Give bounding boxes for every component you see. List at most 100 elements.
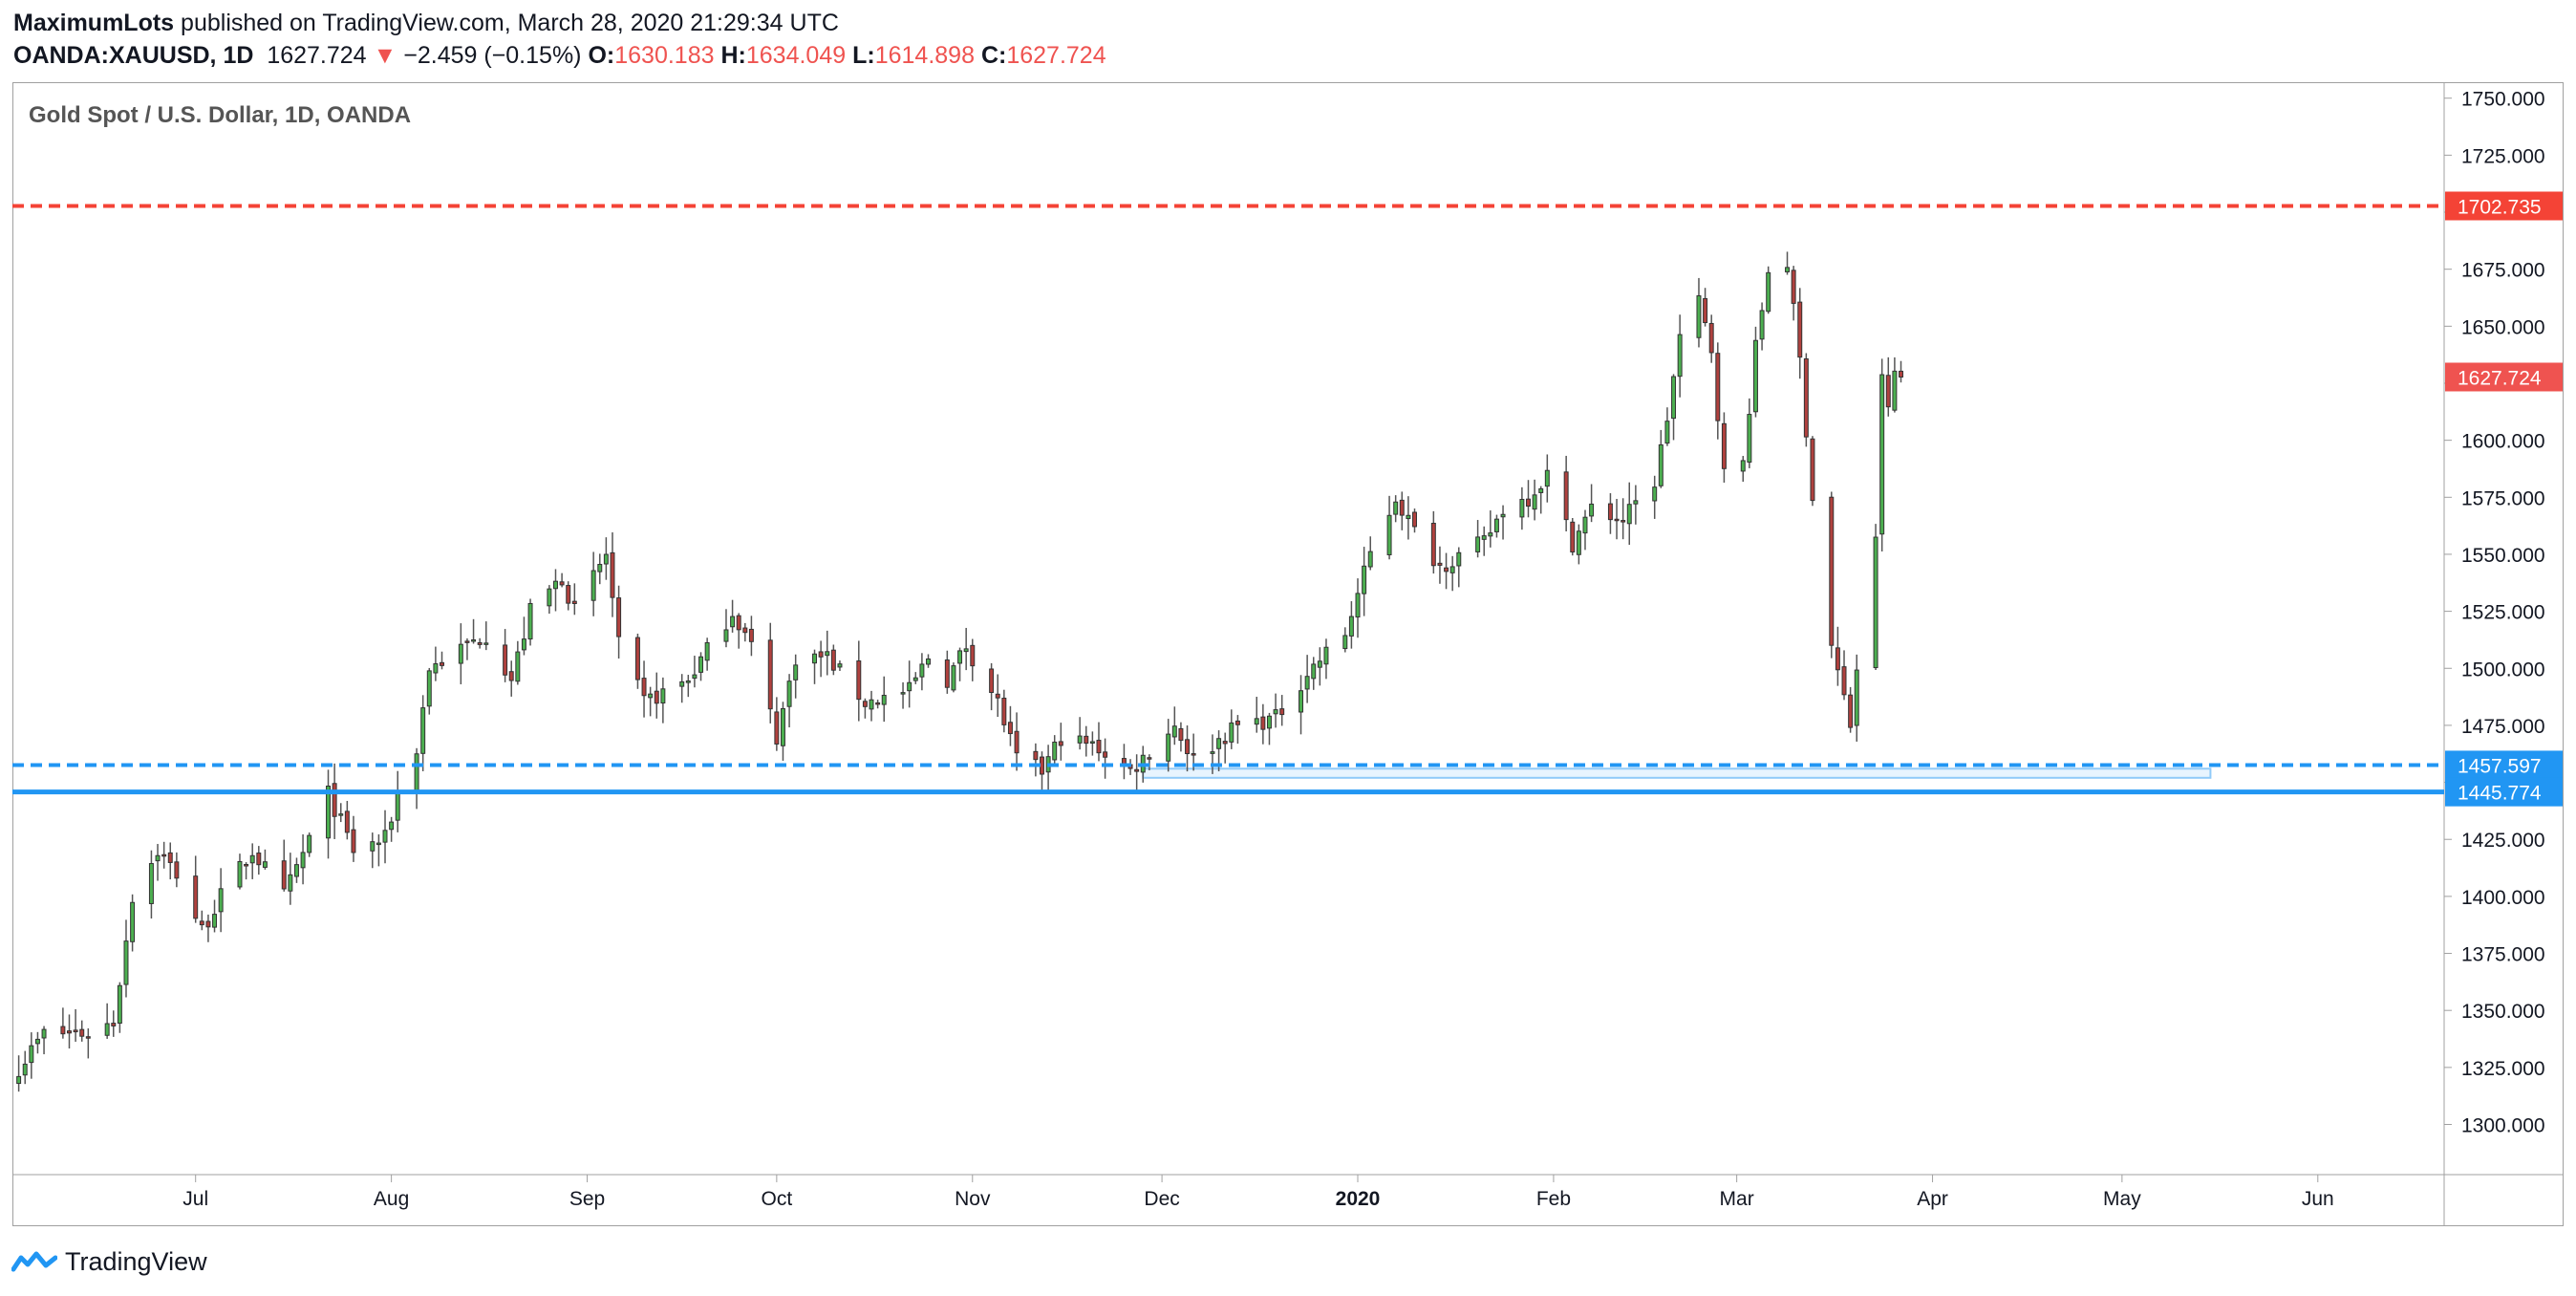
time-axis[interactable]: Jul Aug Sep Oct Nov Dec 2020 Feb Mar Apr May Jun: [182, 1175, 2334, 1210]
candle: [1715, 342, 1721, 440]
published-text: published on TradingView.com, March 28, …: [181, 10, 839, 36]
candle-body: [989, 668, 995, 694]
tradingview-brand[interactable]: TradingView: [65, 1246, 207, 1276]
symbol-label: OANDA:XAUUSD, 1D: [13, 42, 254, 69]
candle: [1279, 695, 1285, 726]
down-arrow-icon: ▼: [373, 42, 397, 69]
last-price: 1627.724: [267, 42, 367, 69]
candle: [1299, 675, 1304, 735]
candle: [780, 702, 785, 761]
candle: [1229, 709, 1234, 749]
candle: [559, 572, 565, 588]
candle-body: [692, 674, 698, 680]
candle-body: [742, 627, 748, 634]
candle: [616, 585, 622, 659]
candle: [382, 810, 388, 864]
resistance-price-label: 1702.735: [2445, 191, 2563, 221]
candle: [508, 660, 514, 697]
candle: [67, 1014, 72, 1049]
candle: [723, 609, 729, 648]
candle: [1185, 725, 1191, 772]
candle-body: [825, 651, 830, 657]
candle-body: [1185, 739, 1191, 755]
candle-body: [34, 1038, 40, 1045]
candle: [1892, 356, 1898, 413]
candle: [1708, 314, 1714, 363]
candle: [237, 853, 243, 890]
candle: [1444, 552, 1449, 590]
candle: [440, 651, 444, 670]
y-tick-label: 1350.000: [2461, 1001, 2545, 1023]
candle: [1084, 725, 1089, 757]
candle-body: [22, 1063, 28, 1076]
candle-body: [1810, 438, 1815, 502]
candle-body: [370, 841, 376, 852]
candle: [812, 649, 818, 684]
candle-body: [1835, 647, 1840, 671]
candle-body: [1456, 551, 1462, 567]
candle: [389, 816, 395, 842]
candle: [256, 846, 262, 875]
candle-body: [458, 643, 463, 664]
candle: [1103, 738, 1108, 779]
candle-body: [332, 783, 337, 817]
candle: [1791, 266, 1796, 321]
candle: [1266, 712, 1272, 745]
candle-body: [704, 641, 710, 661]
candle-body: [919, 663, 925, 678]
author-name[interactable]: MaximumLots: [13, 10, 175, 36]
candle-body: [1607, 503, 1613, 521]
candle: [660, 677, 666, 724]
candle: [900, 681, 906, 709]
y-tick-label: 1525.000: [2461, 602, 2545, 624]
price-chart[interactable]: Gold Spot / U.S. Dollar, 1D, OANDA 1300.…: [12, 82, 2564, 1226]
tradingview-logo-icon[interactable]: [11, 1250, 57, 1273]
candle: [288, 853, 293, 905]
candle-body: [293, 864, 299, 877]
candle-body: [483, 642, 489, 645]
price-axis[interactable]: 1300.000 1325.000 1350.000 1375.000 1400.000…: [2444, 89, 2545, 1137]
candle-body: [837, 663, 843, 668]
candle: [1317, 647, 1322, 686]
candle: [1014, 712, 1020, 771]
candle-body: [1879, 374, 1885, 535]
candle-body: [1892, 370, 1898, 411]
candle-body: [1254, 718, 1259, 725]
candle: [85, 1027, 91, 1059]
candle-body: [1854, 669, 1859, 726]
candle: [1626, 482, 1632, 546]
candle: [527, 598, 533, 646]
last-price-label-text: 1627.724: [2458, 367, 2542, 389]
candle: [1367, 536, 1373, 571]
candle-body: [603, 553, 609, 565]
candle-body: [161, 853, 167, 857]
candle: [262, 849, 268, 870]
candle-body: [597, 564, 603, 572]
chart-container[interactable]: Gold Spot / U.S. Dollar, 1D, OANDA 1300.…: [12, 82, 2564, 1226]
candle: [1848, 686, 1854, 733]
candle-body: [79, 1028, 85, 1037]
candle-body: [1791, 270, 1796, 304]
ohlc-legend: OANDA:XAUUSD, 1D 1627.724 ▼ −2.459 (−0.1…: [13, 40, 1106, 71]
candle-body: [1342, 635, 1348, 650]
candle-body: [344, 810, 350, 833]
candle: [1500, 505, 1506, 540]
price-lines-group: [12, 204, 2444, 795]
candle: [1077, 717, 1083, 750]
candle-body: [60, 1026, 66, 1035]
candle-body: [1096, 740, 1102, 754]
candle: [73, 1008, 78, 1042]
candle-body: [963, 648, 969, 653]
x-tick-label: Jun: [2302, 1188, 2334, 1210]
candle-body: [464, 640, 470, 643]
candle-body: [995, 693, 1000, 699]
x-tick-label: Mar: [1720, 1188, 1754, 1210]
candle: [1614, 498, 1620, 540]
candle: [1348, 601, 1354, 649]
support-zone-rect[interactable]: [1142, 767, 2212, 779]
candle-body: [1178, 727, 1184, 742]
candle-body: [193, 875, 199, 919]
candle: [907, 660, 912, 708]
high-label: H:: [720, 42, 746, 69]
candle-body: [1304, 676, 1310, 690]
